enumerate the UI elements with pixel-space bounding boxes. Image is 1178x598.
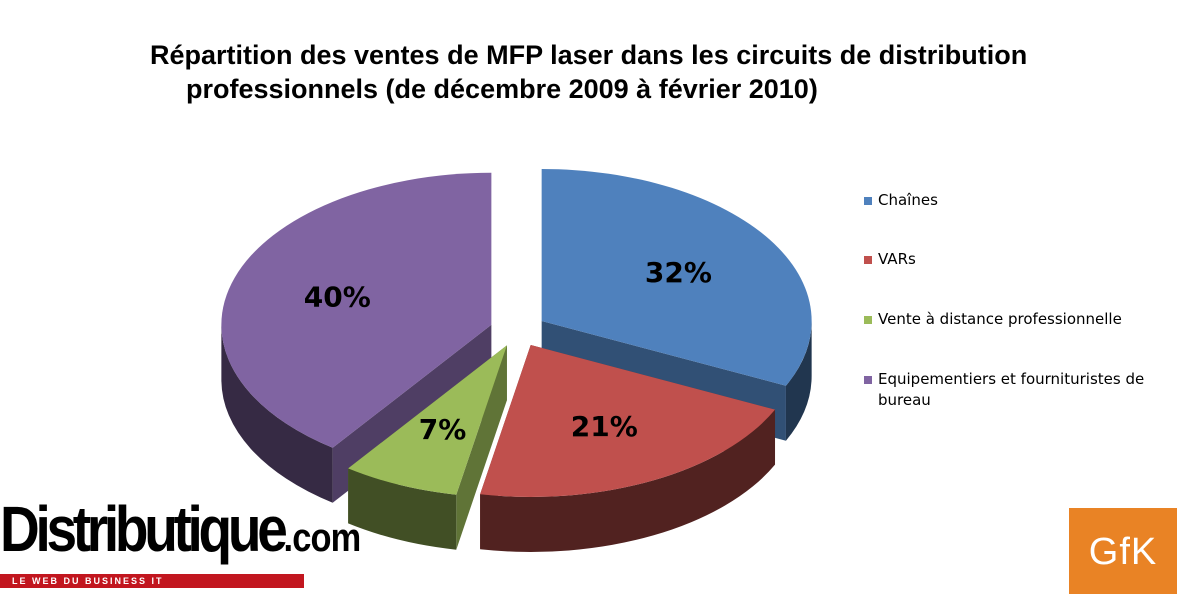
- pie-slices: [221, 168, 812, 497]
- pie-label-vars: 21%: [571, 410, 638, 443]
- pie-slice-vente-distance: [348, 345, 507, 495]
- pie-rim-vente-distance: [348, 468, 457, 550]
- legend-item-vars: VARs: [864, 249, 1154, 270]
- legend-label-equipementiers: Equipementiers et fournituristes de bure…: [878, 370, 1145, 409]
- pie-label-vente-distance: 7%: [419, 413, 467, 446]
- legend-swatch-vars: [864, 256, 872, 264]
- pie-slice-chaines: [541, 168, 812, 386]
- pie-labels: 32% 21% 7% 40%: [304, 256, 712, 446]
- legend-item-equipementiers: Equipementiers et fournituristes de bure…: [864, 369, 1154, 411]
- pie-rim-chaines: [785, 320, 812, 441]
- legend-swatch-chaines: [864, 197, 872, 205]
- chart-title-line-2: professionnels (de décembre 2009 à févri…: [186, 74, 818, 104]
- pie-rim-vars: [480, 409, 776, 552]
- gfk-logo: GfK: [1069, 508, 1177, 594]
- legend-item-vente-distance: Vente à distance professionnelle: [864, 309, 1154, 330]
- legend-swatch-equipementiers: [864, 376, 872, 384]
- pie-label-chaines: 32%: [645, 256, 712, 289]
- distributique-logo-suffix: .com: [283, 516, 362, 560]
- distributique-logo-brand: Distributique: [0, 493, 288, 565]
- distributique-tagline: LE WEB DU BUSINESS IT: [12, 576, 164, 586]
- distributique-logo: Distributique.com LE WEB DU BUSINESS IT: [0, 493, 361, 596]
- gfk-logo-text: GfK: [1088, 531, 1158, 573]
- pie-slice-equipementiers: [221, 172, 492, 448]
- legend-item-chaines: Chaînes: [864, 190, 1154, 211]
- chart-title: Répartition des ventes de MFP laser dans…: [0, 38, 1178, 106]
- legend-swatch-vente-distance: [864, 316, 872, 324]
- legend-label-chaines: Chaînes: [878, 191, 938, 209]
- legend-label-vars: VARs: [878, 250, 916, 268]
- distributique-tagline-bar: LE WEB DU BUSINESS IT: [0, 574, 304, 588]
- distributique-logo-text: Distributique.com: [0, 492, 362, 566]
- legend-label-vente-distance: Vente à distance professionnelle: [878, 310, 1122, 328]
- pie-label-equipementiers: 40%: [304, 281, 371, 314]
- pie-slice-vars: [480, 344, 776, 497]
- chart-title-line-1: Répartition des ventes de MFP laser dans…: [150, 40, 1028, 70]
- pie-rim-equipementiers: [221, 324, 333, 503]
